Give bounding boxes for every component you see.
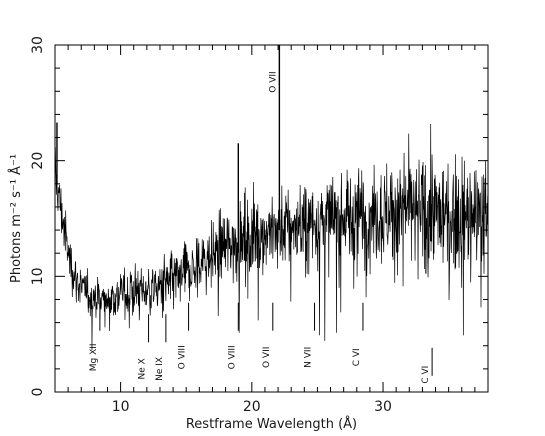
plot-frame [54,44,489,393]
x-tick-label: 10 [112,399,130,415]
x-tick-label: 30 [374,399,392,415]
spectrum-series-line [54,123,489,350]
line-label-9: C VI [421,366,431,384]
line-label-2: Ne IX [155,357,165,381]
line-label-5: O VII [262,347,272,368]
y-axis-title: Photons m⁻² s⁻¹ Å⁻¹ [8,154,24,283]
spectral-line-labels: Mg XII Ne X Ne IX O VIII O VIII O VII O VII N V… [89,45,433,384]
line-label-4: O VIII [227,345,237,369]
y-tick-label: 30 [30,36,46,54]
line-label-6: O VII [268,71,278,92]
y-tick-label: 0 [30,388,46,397]
y-tick-label: 20 [30,152,46,170]
line-label-8: C VI [352,348,362,366]
x-axis-title: Restframe Wavelength (Å) [186,416,357,432]
axis-ticks: 10 20 30 0 10 20 30 [30,36,489,415]
line-label-1: Ne X [138,358,148,379]
line-label-7: N VII [304,347,314,368]
line-label-0: Mg XII [89,343,99,371]
plot-area [54,45,489,350]
y-tick-label: 10 [30,267,46,285]
x-tick-label: 20 [243,399,261,415]
line-label-3: O VIII [178,345,188,369]
